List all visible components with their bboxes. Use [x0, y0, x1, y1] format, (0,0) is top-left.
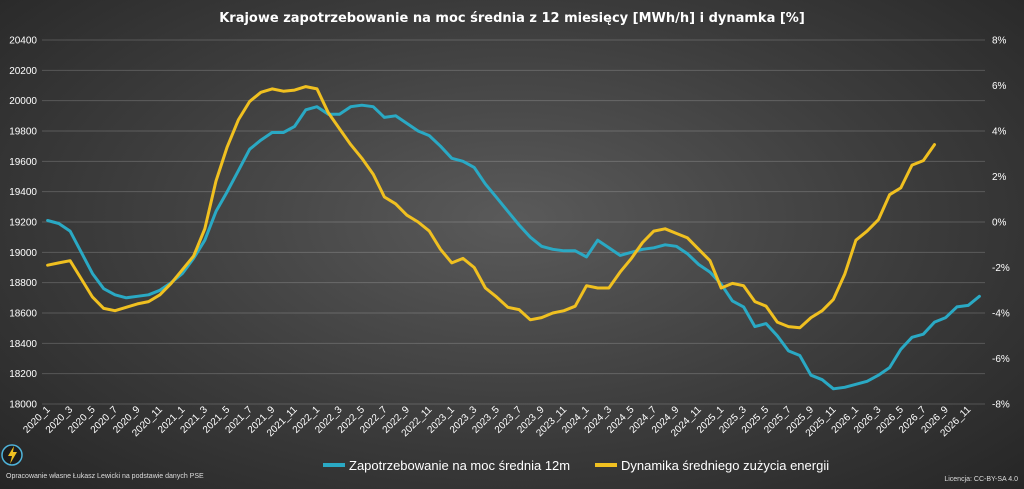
gridlines [42, 39, 985, 405]
left-tick-label: 19400 [9, 187, 37, 198]
chart-title: Krajowe zapotrzebowanie na moc średnia z… [219, 11, 805, 26]
legend: Zapotrzebowanie na moc średnia 12m Dynam… [323, 458, 829, 473]
left-tick-label: 19200 [9, 218, 37, 229]
left-tick-label: 19600 [9, 157, 37, 168]
right-tick-label: -6% [992, 354, 1010, 365]
legend-label-dynamics: Dynamika średniego zużycia energii [621, 458, 829, 473]
left-tick-label: 19000 [9, 248, 37, 259]
left-tick-label: 18200 [9, 369, 37, 380]
left-tick-label: 20000 [9, 96, 37, 107]
series-line-demand [46, 103, 981, 391]
right-tick-label: 6% [992, 81, 1007, 92]
right-axis: 8% 6% 4% 2% 0% -2% -4% -6% -8% [992, 36, 1010, 411]
left-tick-label: 19800 [9, 127, 37, 138]
left-tick-label: 20400 [9, 36, 37, 47]
right-tick-label: 8% [992, 36, 1007, 47]
lightning-icon [8, 446, 17, 464]
credit-text: Opracowanie własne Łukasz Lewicki na pod… [6, 473, 204, 480]
series-line-dynamics [46, 85, 936, 330]
right-tick-label: -2% [992, 263, 1010, 274]
left-tick-label: 18400 [9, 339, 37, 350]
right-tick-label: -8% [992, 400, 1010, 411]
left-axis: 20400 20200 20000 19800 19600 19400 19200 19000… [9, 36, 37, 411]
right-tick-label: 2% [992, 172, 1007, 183]
right-tick-label: 0% [992, 218, 1007, 229]
left-tick-label: 20200 [9, 66, 37, 77]
left-tick-label: 18000 [9, 400, 37, 411]
left-tick-label: 18600 [9, 309, 37, 320]
legend-label-demand: Zapotrzebowanie na moc średnia 12m [349, 458, 570, 473]
logo [1, 444, 23, 466]
x-axis: 2020_12020_32020_52020_72020_92020_11202… [21, 404, 973, 439]
right-tick-label: 4% [992, 127, 1007, 138]
series-lines [46, 85, 981, 391]
right-tick-label: -4% [992, 309, 1010, 320]
left-tick-label: 18800 [9, 278, 37, 289]
license-text: Licencja: CC-BY-SA 4.0 [944, 476, 1018, 483]
